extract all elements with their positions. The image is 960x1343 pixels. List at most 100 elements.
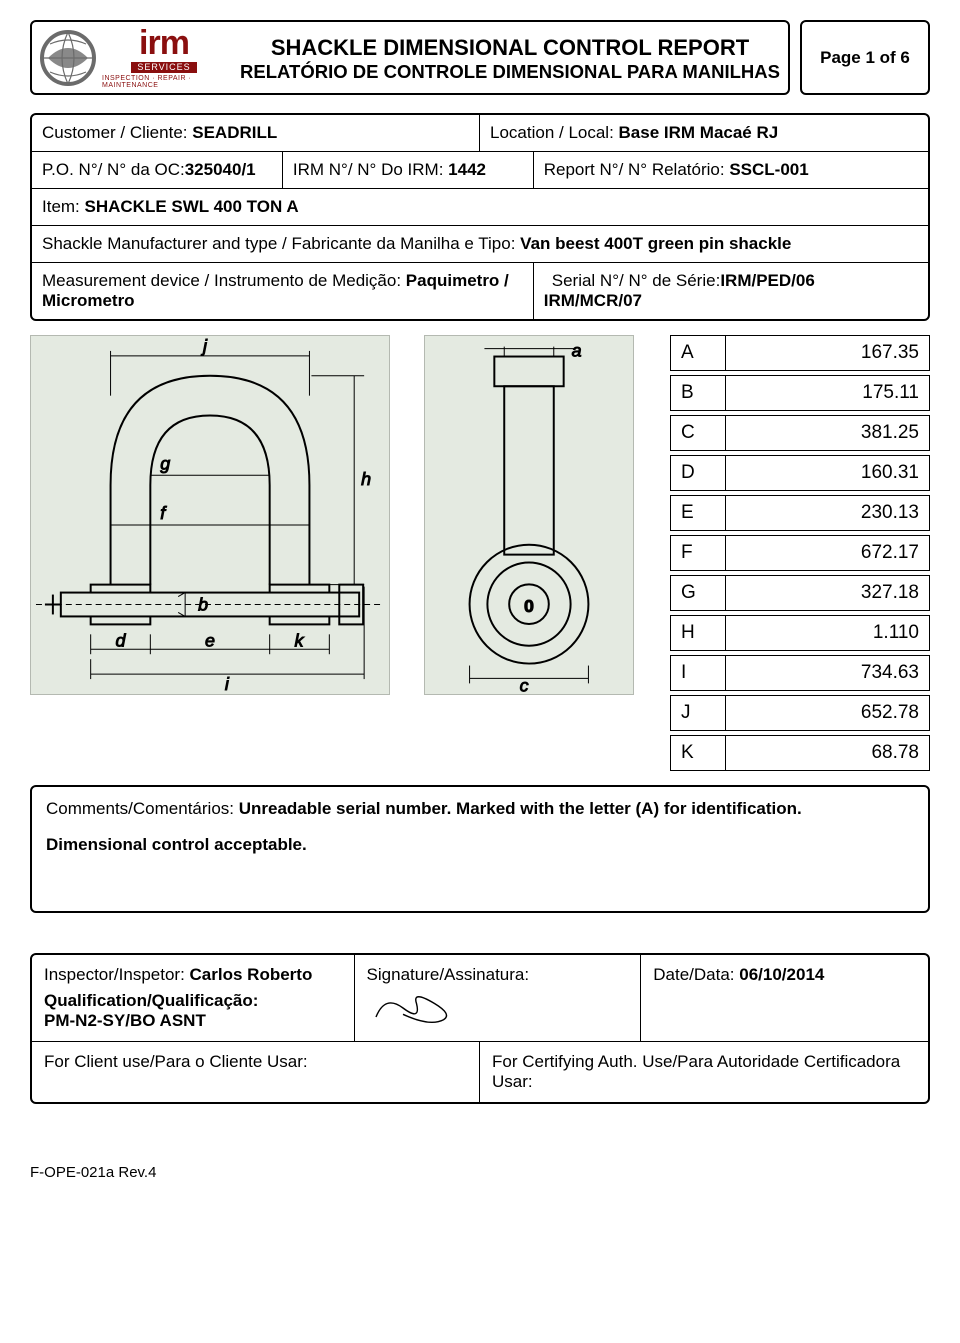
signature-icon [367, 985, 457, 1031]
pin-diagram: a 0 c [424, 335, 634, 695]
report-label: Report N°/ N° Relatório: [544, 160, 730, 179]
cert-use-cell: For Certifying Auth. Use/Para Autoridade… [480, 1042, 928, 1102]
diagrams-measurements-row: j g f h b d e k [30, 335, 930, 771]
inspector-value: Carlos Roberto [190, 965, 313, 984]
irm-logo: irm SERVICES INSPECTION · REPAIR · MAINT… [102, 26, 226, 89]
table-row: H1.110 [670, 615, 930, 651]
meas-val: 230.13 [726, 496, 929, 530]
meas-val: 160.31 [726, 456, 929, 490]
inspector-label: Inspector/Inspetor: [44, 965, 190, 984]
dim-e: e [205, 630, 215, 650]
meas-key: I [671, 656, 726, 690]
meas-key: C [671, 416, 726, 450]
meas-val: 672.17 [726, 536, 929, 570]
mfr-cell: Shackle Manufacturer and type / Fabrican… [32, 226, 928, 262]
date-cell: Date/Data: 06/10/2014 [641, 955, 928, 1041]
qualification-label: Qualification/Qualificação: [44, 991, 342, 1011]
irm-no-value: 1442 [448, 160, 486, 179]
dim-k: k [295, 630, 305, 650]
meas-val: 652.78 [726, 696, 929, 730]
signature-cell: Signature/Assinatura: [355, 955, 642, 1041]
location-value: Base IRM Macaé RJ [619, 123, 779, 142]
meas-key: B [671, 376, 726, 410]
table-row: A167.35 [670, 335, 930, 371]
table-row: J652.78 [670, 695, 930, 731]
meas-val: 327.18 [726, 576, 929, 610]
mfr-value: Van beest 400T green pin shackle [520, 234, 791, 253]
report-title-en: SHACKLE DIMENSIONAL CONTROL REPORT [236, 35, 784, 61]
client-use-cell: For Client use/Para o Cliente Usar: [32, 1042, 480, 1102]
po-label: P.O. N°/ N° da OC: [42, 160, 185, 179]
header: irm SERVICES INSPECTION · REPAIR · MAINT… [30, 20, 930, 95]
table-row: G327.18 [670, 575, 930, 611]
meas-val: 175.11 [726, 376, 929, 410]
meas-val: 167.35 [726, 336, 929, 370]
footer-code: F-OPE-021a Rev.4 [30, 1164, 930, 1181]
table-row: C381.25 [670, 415, 930, 451]
report-no-cell: Report N°/ N° Relatório: SSCL-001 [534, 152, 928, 188]
report-title-cell: SHACKLE DIMENSIONAL CONTROL REPORT RELAT… [232, 22, 788, 93]
irm-no-cell: IRM N°/ N° Do IRM: 1442 [283, 152, 534, 188]
logo-tagline: INSPECTION · REPAIR · MAINTENANCE [102, 75, 226, 89]
dim-d: d [116, 630, 127, 650]
dim-a: a [572, 341, 582, 361]
measurement-table: A167.35 B175.11 C381.25 D160.31 E230.13 … [670, 335, 930, 771]
meas-key: K [671, 736, 726, 770]
shackle-diagram: j g f h b d e k [30, 335, 390, 695]
inspector-cell: Inspector/Inspetor: Carlos Roberto Quali… [32, 955, 355, 1041]
table-row: B175.11 [670, 375, 930, 411]
dim-h: h [361, 469, 371, 489]
meas-val: 1.110 [726, 616, 929, 650]
dim-j: j [201, 336, 208, 356]
date-label: Date/Data: [653, 965, 739, 984]
meas-val: 381.25 [726, 416, 929, 450]
table-row: F672.17 [670, 535, 930, 571]
header-main: irm SERVICES INSPECTION · REPAIR · MAINT… [30, 20, 790, 95]
meas-key: G [671, 576, 726, 610]
qualification-value: PM-N2-SY/BO ASNT [44, 1011, 342, 1031]
table-row: K68.78 [670, 735, 930, 771]
serial-value2: IRM/MCR/07 [544, 291, 918, 311]
meas-key: E [671, 496, 726, 530]
meas-key: A [671, 336, 726, 370]
dim-zero: 0 [524, 596, 534, 616]
comments-box: Comments/Comentários: Unreadable serial … [30, 785, 930, 913]
location-cell: Location / Local: Base IRM Macaé RJ [480, 115, 928, 151]
po-value: 325040/1 [185, 160, 256, 179]
signature-label: Signature/Assinatura: [367, 965, 629, 985]
customer-label: Customer / Cliente: [42, 123, 192, 142]
dim-g: g [160, 453, 170, 473]
serial-label: Serial N°/ N° de Série: [552, 271, 721, 290]
meas-val: 68.78 [726, 736, 929, 770]
item-value: SHACKLE SWL 400 TON A [85, 197, 299, 216]
meas-key: J [671, 696, 726, 730]
item-label: Item: [42, 197, 85, 216]
comments-value: Unreadable serial number. Marked with th… [239, 799, 802, 818]
customer-cell: Customer / Cliente: SEADRILL [32, 115, 480, 151]
dim-i: i [225, 674, 230, 694]
meas-val: 734.63 [726, 656, 929, 690]
report-value: SSCL-001 [729, 160, 808, 179]
device-cell: Measurement device / Instrumento de Medi… [32, 263, 534, 319]
meas-key: F [671, 536, 726, 570]
mfr-label: Shackle Manufacturer and type / Fabrican… [42, 234, 520, 253]
logo-services: SERVICES [131, 62, 196, 73]
item-cell: Item: SHACKLE SWL 400 TON A [32, 189, 928, 225]
table-row: E230.13 [670, 495, 930, 531]
table-row: D160.31 [670, 455, 930, 491]
signature-grid: Inspector/Inspetor: Carlos Roberto Quali… [30, 953, 930, 1104]
serial-value1: IRM/PED/06 [720, 271, 814, 290]
globe-icon [38, 28, 98, 88]
location-label: Location / Local: [490, 123, 619, 142]
page-number: Page 1 of 6 [800, 20, 930, 95]
dim-c: c [520, 675, 529, 694]
customer-value: SEADRILL [192, 123, 277, 142]
date-value: 06/10/2014 [739, 965, 824, 984]
meas-key: D [671, 456, 726, 490]
dim-f: f [160, 503, 167, 523]
comments-line2: Dimensional control acceptable. [46, 835, 914, 855]
table-row: I734.63 [670, 655, 930, 691]
serial-cell: Serial N°/ N° de Série:IRM/PED/06 IRM/MC… [534, 263, 928, 319]
meas-key: H [671, 616, 726, 650]
logo-cell: irm SERVICES INSPECTION · REPAIR · MAINT… [32, 22, 232, 93]
